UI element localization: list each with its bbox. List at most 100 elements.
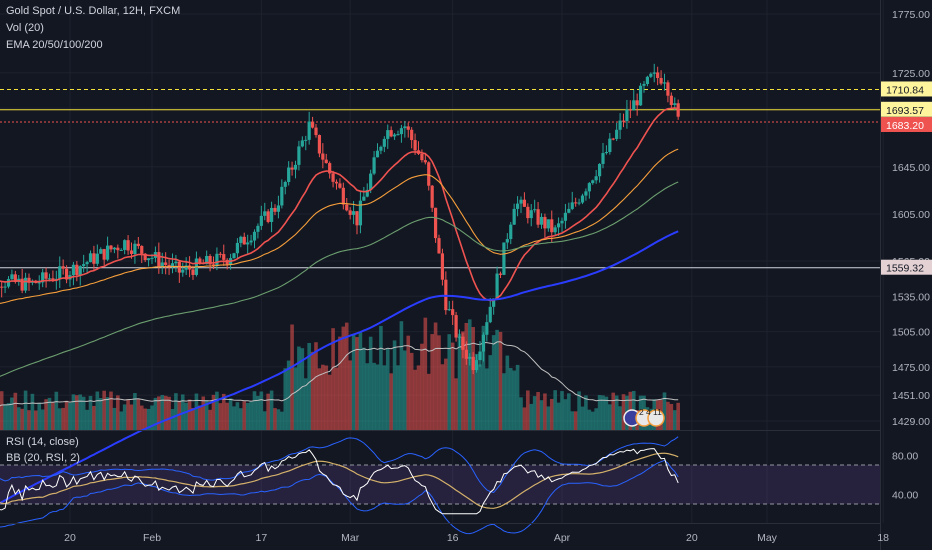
time-axis[interactable]: 20Feb17Mar16Apr20May18Jun — [64, 532, 932, 544]
volume-bar — [621, 394, 626, 430]
price-tag-box — [881, 81, 932, 97]
candle-body — [143, 253, 147, 261]
candle-body — [13, 274, 17, 283]
volume-bar — [546, 406, 551, 430]
candle-body — [256, 225, 260, 232]
volume-bar — [95, 391, 100, 430]
price-tick-label: 1505.00 — [892, 327, 930, 339]
volume-bar — [153, 397, 158, 430]
candle-body — [75, 264, 79, 276]
price-axis[interactable]: 1775.001725.001695.001645.001605.001565.… — [892, 9, 930, 428]
candle-body — [239, 236, 243, 243]
volume-bar — [584, 395, 588, 430]
volume-bar — [221, 393, 226, 430]
candle-body — [78, 266, 82, 276]
candle-body — [215, 253, 219, 266]
candle-body — [3, 286, 7, 288]
volume-bar — [105, 397, 110, 430]
vol-legend[interactable]: Vol (20) — [6, 22, 44, 34]
candle-body — [621, 120, 626, 122]
event-count-2: 4 — [646, 407, 651, 417]
volume-bar — [242, 401, 247, 430]
candle-body — [150, 257, 154, 259]
bb-basis-line — [0, 452, 679, 509]
volume-bar — [40, 409, 45, 430]
volume-bar — [590, 411, 595, 430]
candle-body — [47, 278, 52, 280]
volume-bar — [317, 368, 322, 430]
price-tag-label: 1683.20 — [886, 120, 924, 132]
time-tick-label: Apr — [554, 532, 571, 544]
ema-legend[interactable]: EMA 20/50/100/200 — [6, 39, 103, 51]
candle-body — [304, 139, 308, 141]
rsi-tick-label: 80.00 — [892, 450, 918, 462]
candle-body — [546, 219, 550, 229]
volume-bar — [81, 396, 86, 430]
volume-bar — [310, 351, 315, 430]
candle-body — [348, 210, 352, 215]
candle-body — [317, 135, 322, 154]
volume-bar — [44, 399, 48, 430]
volume-bar — [54, 391, 59, 430]
price-tag: 1559.32 — [881, 259, 932, 275]
candle-body — [246, 242, 250, 245]
candle-body — [652, 72, 656, 74]
volume-bar — [235, 402, 240, 430]
candle-body — [222, 254, 226, 260]
volume-bar — [194, 393, 199, 430]
volume-bar — [64, 400, 69, 430]
volume-bar — [201, 396, 206, 430]
price-tag-box — [881, 101, 932, 117]
price-tick-label: 1605.00 — [892, 209, 930, 221]
rsi-legend[interactable]: RSI (14, close) — [6, 436, 79, 448]
volume-bar — [474, 353, 479, 430]
events-badge[interactable]: 2 4 11 — [623, 407, 665, 427]
candle-body — [157, 252, 161, 267]
volume-bar — [532, 396, 537, 430]
ema-20-line — [0, 107, 679, 302]
candle-body — [95, 253, 99, 264]
ema-50-line — [0, 148, 679, 304]
volume-bar — [587, 409, 592, 430]
candle-body — [433, 207, 438, 239]
volume-bar — [597, 395, 602, 430]
candle-body — [191, 269, 195, 275]
chart-title[interactable]: Gold Spot / U.S. Dollar, 12H, FXCM — [6, 5, 181, 17]
volume-bar — [549, 398, 554, 430]
volume-bar — [423, 317, 428, 430]
bb-legend[interactable]: BB (20, RSI, 2) — [6, 452, 80, 464]
candle-body — [41, 272, 45, 283]
volume-bar — [512, 370, 516, 430]
volume-bar — [276, 409, 281, 430]
candle-body — [382, 138, 386, 147]
candle-body — [293, 164, 298, 170]
volume-bar — [34, 410, 38, 430]
volume-bar — [344, 322, 349, 430]
candle-body — [471, 356, 475, 371]
candle-body — [410, 129, 414, 141]
candle-body — [61, 266, 65, 269]
volume-bar — [676, 402, 680, 430]
price-tick-label: 1645.00 — [892, 162, 930, 174]
candle-body — [526, 206, 530, 219]
candle-body — [659, 77, 663, 84]
candle-body — [99, 249, 103, 254]
candle-body — [543, 216, 547, 229]
volume-bar — [157, 396, 161, 430]
candle-body — [570, 202, 574, 209]
volume-bar — [508, 368, 513, 430]
candle-body — [92, 253, 96, 264]
candle-body — [146, 258, 151, 261]
volume-bar — [57, 408, 62, 430]
volume-bar — [98, 397, 103, 430]
volume-bar — [399, 321, 404, 430]
volume-bar — [379, 325, 383, 430]
price-tag: 1683.20 — [881, 116, 932, 132]
candle-body — [539, 216, 544, 225]
candle-body — [351, 211, 356, 215]
volume-bar — [519, 397, 523, 430]
volume-bar — [13, 392, 18, 430]
candle-body — [297, 146, 301, 165]
